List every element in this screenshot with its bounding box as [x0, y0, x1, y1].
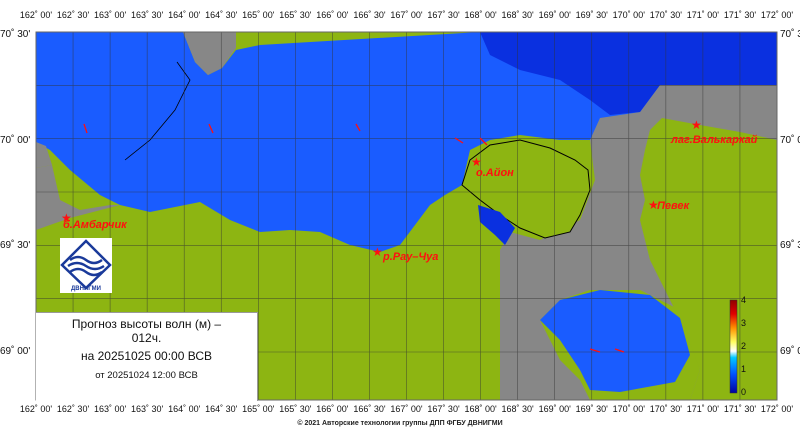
lon-label-bottom: 164˚ 30'	[205, 404, 238, 414]
lat-label-right: 70˚ 3	[780, 29, 800, 40]
copyright-footer: © 2021 Авторские технологии группы ДПП Ф…	[297, 420, 503, 427]
place-markers: ★ ★ ★ ★ ★	[61, 118, 702, 259]
lon-label-bottom: 162˚ 00'	[19, 404, 53, 414]
wave-arrow-icon	[479, 137, 488, 146]
lon-label-top: 167˚ 30'	[427, 10, 460, 20]
forecast-title-box: Прогноз высоты волн (м) –012ч. на 202510…	[36, 312, 258, 401]
title-lead-time: 012ч.	[131, 331, 162, 345]
lon-label-bottom: 170˚ 00'	[612, 404, 645, 414]
valid-time: на 20251025 00:00 ВСВ	[81, 349, 212, 363]
lon-label-top: 167˚ 00'	[390, 10, 423, 20]
sea-inlet	[478, 205, 515, 245]
lon-label-top: 171˚ 00'	[686, 10, 720, 20]
colorbar	[729, 299, 738, 394]
lon-label-top: 172˚ 00'	[760, 10, 794, 20]
lon-label-top: 168˚ 00'	[464, 10, 497, 20]
gray-cape-top	[183, 32, 236, 75]
map-frame	[35, 31, 778, 401]
wave-arrow-icon	[355, 123, 361, 132]
lat-label-right: 69˚ 0	[780, 346, 800, 357]
lat-label-right: 70˚ 0	[780, 135, 800, 146]
lon-label-bottom: 165˚ 00'	[242, 404, 275, 414]
colorbar-tick: 2	[741, 341, 747, 351]
wave-arrow-icon	[454, 137, 464, 144]
star-marker-icon: ★	[648, 198, 659, 212]
star-marker-icon: ★	[61, 211, 72, 225]
colorbar-tick: 0	[741, 387, 747, 397]
lon-label-top: 163˚ 00'	[93, 10, 127, 20]
lon-label-bottom: 165˚ 30'	[279, 404, 312, 414]
lon-label-bottom: 170˚ 30'	[649, 404, 682, 414]
shelf-contour	[124, 61, 191, 161]
lon-label-bottom: 168˚ 00'	[464, 404, 497, 414]
star-marker-icon: ★	[691, 118, 702, 132]
svg-text:ДВНИГМИ: ДВНИГМИ	[71, 286, 101, 292]
lon-label-top: 165˚ 30'	[279, 10, 312, 20]
place-ambarchik: б.Амбарчик	[63, 219, 127, 231]
lon-label-top: 169˚ 30'	[575, 10, 608, 20]
colorbar-tick: 3	[741, 318, 747, 328]
lat-label-left: 70˚ 00'	[0, 135, 31, 146]
lon-label-top: 170˚ 30'	[649, 10, 682, 20]
lat-label-left: 69˚ 00'	[0, 346, 31, 357]
lon-label-top: 165˚ 00'	[242, 10, 275, 20]
lat-label-left: 70˚ 30'	[0, 29, 31, 40]
lon-label-bottom: 163˚ 00'	[93, 404, 127, 414]
lon-label-top: 170˚ 00'	[612, 10, 645, 20]
lon-label-top: 163˚ 30'	[131, 10, 164, 20]
star-marker-icon: ★	[471, 155, 482, 169]
colorbar-tick: 4	[741, 295, 747, 305]
lon-label-bottom: 168˚ 30'	[501, 404, 534, 414]
colorbar-tick: 1	[741, 364, 747, 374]
gray-ambarchik	[36, 165, 120, 230]
lon-label-top: 164˚ 00'	[168, 10, 201, 20]
lon-label-bottom: 164˚ 00'	[168, 404, 201, 414]
lon-label-bottom: 166˚ 30'	[353, 404, 386, 414]
wave-arrow-icon	[589, 348, 601, 353]
wave-arrow-icon	[614, 348, 625, 353]
lon-label-top: 166˚ 00'	[316, 10, 349, 20]
lon-label-bottom: 169˚ 30'	[575, 404, 608, 414]
gray-cape-left	[36, 142, 52, 168]
lon-label-top: 162˚ 00'	[19, 10, 53, 20]
star-marker-icon: ★	[372, 245, 383, 259]
place-rau-chua: р.Рау–Чуа	[383, 251, 439, 263]
place-ayon: о.Айон	[476, 167, 514, 179]
lon-label-bottom: 171˚ 30'	[723, 404, 757, 414]
land-green-pevek	[640, 118, 777, 400]
lon-label-bottom: 169˚ 00'	[538, 404, 571, 414]
lat-label-left: 69˚ 30'	[0, 240, 31, 251]
lon-label-bottom: 167˚ 30'	[427, 404, 460, 414]
lon-label-bottom: 166˚ 00'	[316, 404, 349, 414]
wave-arrow-icon	[83, 123, 88, 134]
chaun-bay	[540, 290, 690, 392]
place-pevek: Певек	[657, 200, 690, 212]
lon-label-top: 162˚ 30'	[56, 10, 90, 20]
lon-label-top: 166˚ 30'	[353, 10, 386, 20]
lon-label-bottom: 167˚ 00'	[390, 404, 423, 414]
lon-label-top: 171˚ 30'	[723, 10, 757, 20]
wave-arrow-icon	[208, 123, 214, 134]
issue-time: от 20251024 12:00 ВСВ	[95, 370, 198, 381]
wave-logo-icon: ДВНИГМИ	[60, 239, 112, 292]
place-valkarkay: лаг.Валькаркай	[671, 134, 758, 146]
lon-label-top: 168˚ 30'	[501, 10, 534, 20]
lon-label-bottom: 172˚ 00'	[760, 404, 794, 414]
lon-label-bottom: 162˚ 30'	[56, 404, 90, 414]
lon-label-top: 164˚ 30'	[205, 10, 238, 20]
lat-label-right: 69˚ 3	[780, 240, 800, 251]
forecast-title: Прогноз высоты волн (м) –012ч.	[36, 317, 257, 345]
wave-direction-arrows	[83, 123, 625, 353]
lon-label-bottom: 171˚ 00'	[686, 404, 720, 414]
lon-label-top: 169˚ 00'	[538, 10, 571, 20]
title-line1: Прогноз высоты волн (м) –	[71, 317, 222, 331]
lon-label-bottom: 163˚ 30'	[131, 404, 164, 414]
dvnigmi-logo: ДВНИГМИ	[60, 238, 112, 293]
